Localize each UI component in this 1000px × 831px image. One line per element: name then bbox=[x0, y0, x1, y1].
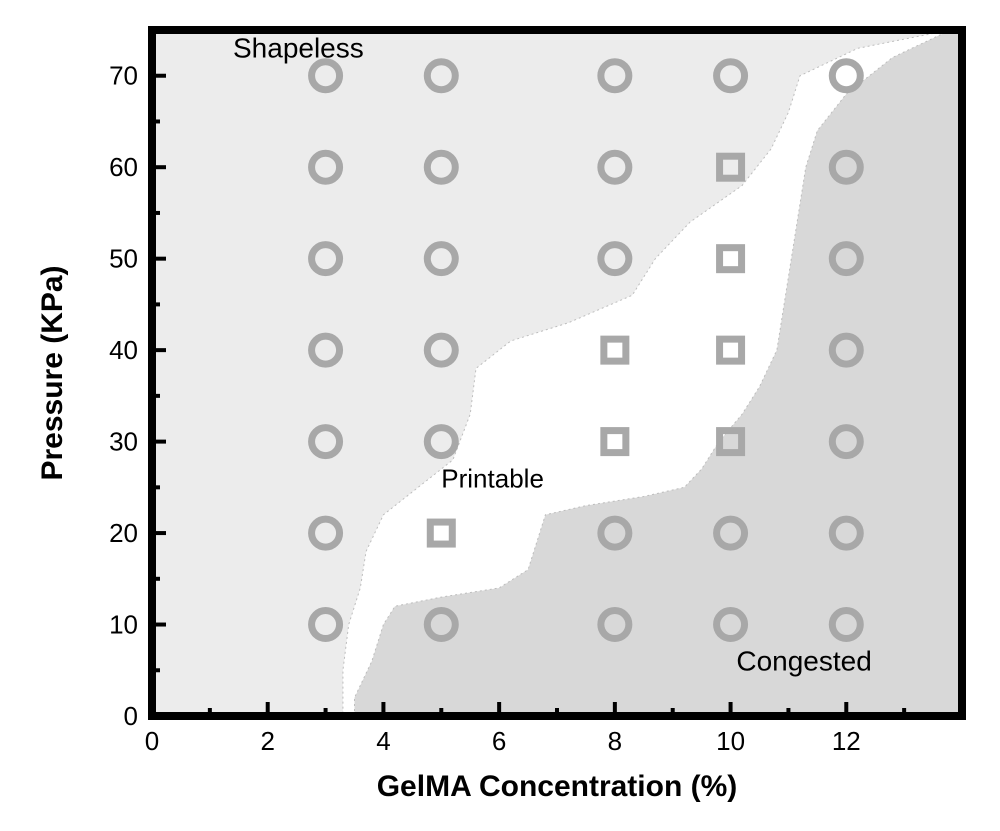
y-tick-label: 40 bbox=[109, 335, 138, 365]
y-tick-label: 70 bbox=[109, 61, 138, 91]
label-shapeless: Shapeless bbox=[233, 32, 364, 63]
point-square bbox=[720, 248, 742, 270]
y-tick-label: 0 bbox=[124, 701, 138, 731]
y-axis-title: Pressure (KPa) bbox=[36, 265, 69, 480]
phase-diagram-chart: Shapeless Printable Congested 0 2 4 6 8 10 12 GelM… bbox=[0, 0, 1000, 831]
y-tick-label: 10 bbox=[109, 610, 138, 640]
x-tick-label: 0 bbox=[145, 726, 159, 756]
x-tick-label: 2 bbox=[260, 726, 274, 756]
y-tick-label: 60 bbox=[109, 152, 138, 182]
x-tick-label: 4 bbox=[376, 726, 390, 756]
label-printable: Printable bbox=[441, 463, 544, 493]
x-tick-label: 10 bbox=[716, 726, 745, 756]
x-tick-label: 6 bbox=[492, 726, 506, 756]
point-circle bbox=[832, 62, 860, 90]
point-square bbox=[430, 522, 452, 544]
x-tick-label: 12 bbox=[832, 726, 861, 756]
x-axis-title: GelMA Concentration (%) bbox=[377, 770, 738, 803]
point-square bbox=[604, 431, 626, 453]
point-square bbox=[604, 339, 626, 361]
y-tick-label: 50 bbox=[109, 244, 138, 274]
chart-svg: Shapeless Printable Congested 0 2 4 6 8 10 12 GelM… bbox=[0, 0, 1000, 831]
y-tick-label: 30 bbox=[109, 427, 138, 457]
y-tick-label: 20 bbox=[109, 518, 138, 548]
label-congested: Congested bbox=[736, 645, 871, 676]
x-tick-label: 8 bbox=[608, 726, 622, 756]
point-square bbox=[720, 339, 742, 361]
